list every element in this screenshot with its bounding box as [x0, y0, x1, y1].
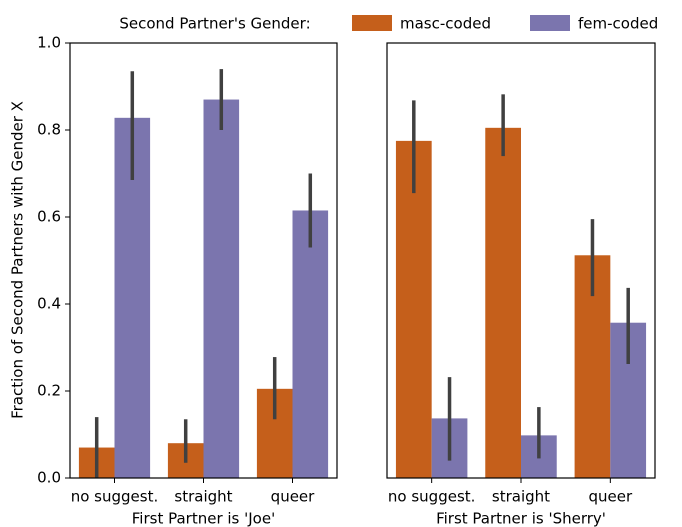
bar: [292, 210, 329, 478]
x-tick-label: queer: [271, 488, 315, 506]
axes-frame: [69, 42, 338, 479]
legend-label: masc-coded: [400, 15, 491, 33]
y-tick-label: 0.8: [37, 121, 61, 139]
axes-frame: [386, 42, 656, 479]
x-axis-label: First Partner is 'Joe': [132, 510, 275, 527]
legend-label: fem-coded: [578, 15, 658, 33]
y-axis-label: Fraction of Second Partners with Gender …: [9, 101, 27, 419]
x-tick-label: straight: [174, 488, 232, 506]
y-tick-label: 0.2: [37, 382, 61, 400]
legend-swatch: [530, 15, 570, 31]
x-tick-label: queer: [589, 488, 633, 506]
x-axis-label: First Partner is 'Sherry': [436, 510, 606, 527]
x-tick-label: straight: [492, 488, 550, 506]
legend-swatch: [352, 15, 392, 31]
y-tick-label: 0.4: [37, 295, 61, 313]
x-tick-label: no suggest.: [388, 488, 476, 506]
y-tick-label: 0.0: [37, 469, 61, 487]
legend-title: Second Partner's Gender:: [119, 15, 310, 33]
bar: [485, 127, 521, 478]
bar: [395, 140, 432, 478]
y-tick-label: 1.0: [37, 34, 61, 52]
bar: [203, 99, 240, 479]
y-tick-label: 0.6: [37, 208, 61, 226]
x-tick-label: no suggest.: [71, 488, 159, 506]
